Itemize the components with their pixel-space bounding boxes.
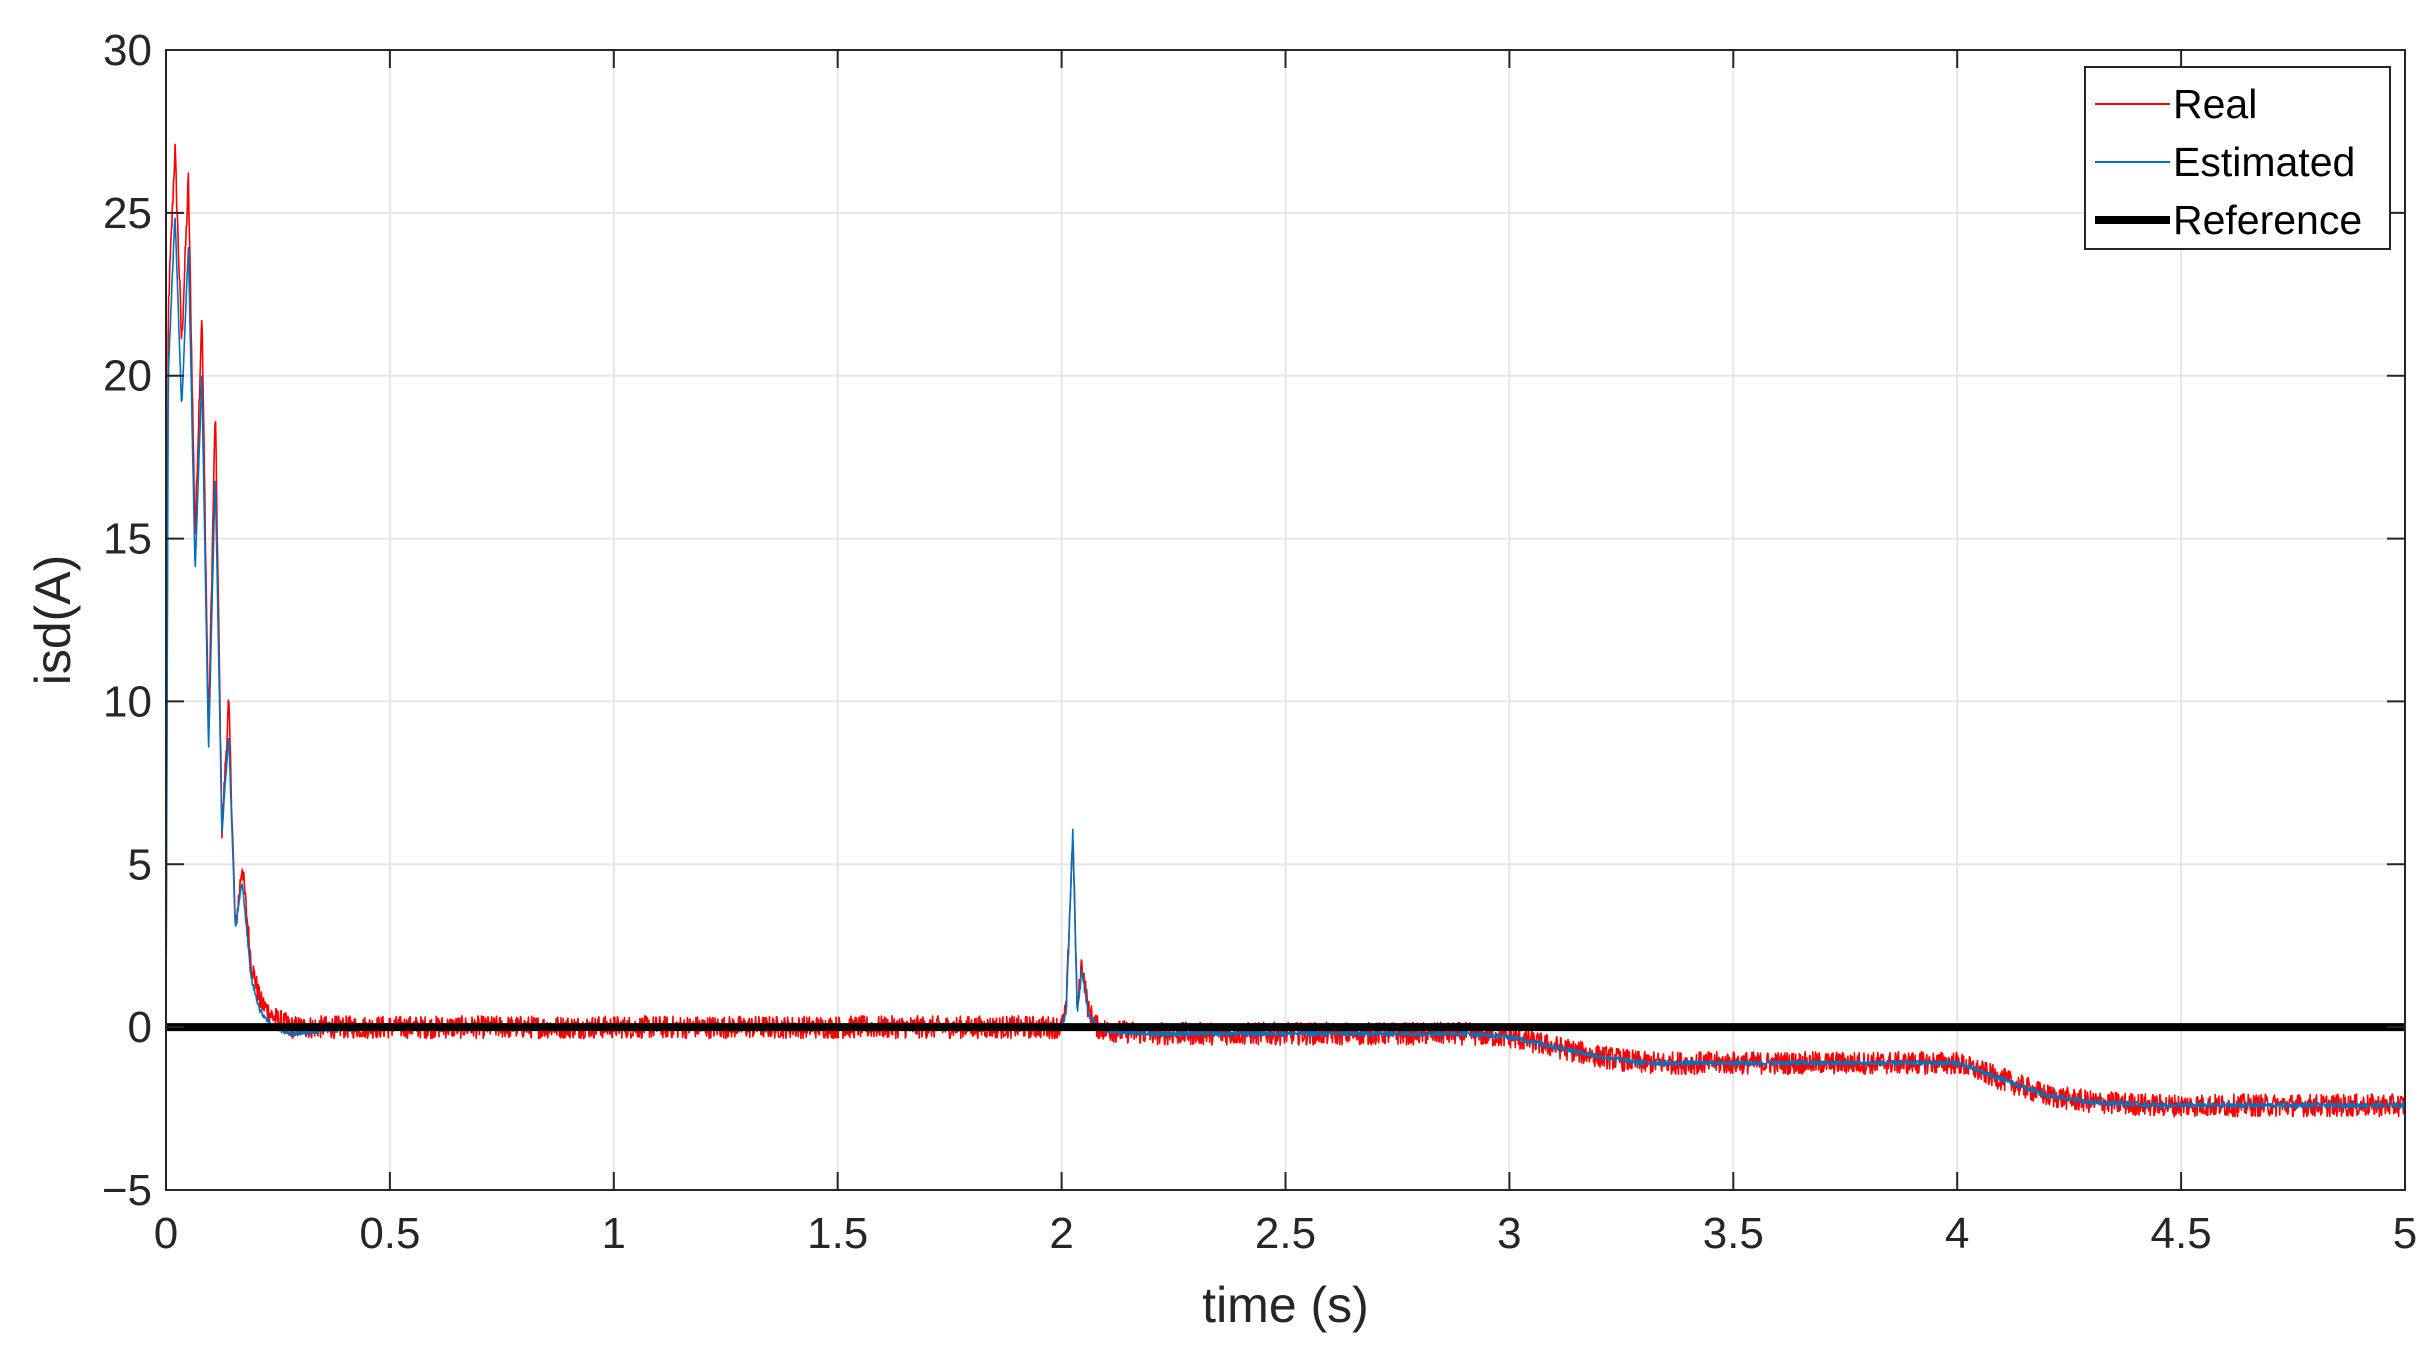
legend-label-estimated: Estimated: [2173, 139, 2355, 185]
y-tick-label: 30: [103, 26, 152, 75]
x-tick-label: 4.5: [2151, 1209, 2212, 1258]
x-tick-label: 4: [1945, 1209, 1969, 1258]
ticks: [165, 49, 2406, 1191]
x-tick-label: 3.5: [1703, 1209, 1764, 1258]
x-tick-label: 5: [2393, 1209, 2417, 1258]
y-tick-label: −5: [102, 1166, 152, 1215]
legend: Real Estimated Reference: [2084, 66, 2391, 250]
y-tick-label: 0: [128, 1003, 152, 1052]
x-tick-label: 1.5: [807, 1209, 868, 1258]
x-axis-label: time (s): [1202, 1277, 1369, 1333]
x-tick-label: 0.5: [359, 1209, 420, 1258]
series-layer: [166, 143, 2405, 1118]
y-tick-label: 15: [103, 515, 152, 564]
y-axis-label: isd(A): [25, 555, 81, 686]
x-tick-label: 2: [1049, 1209, 1073, 1258]
y-tick-label: 20: [103, 352, 152, 401]
x-tick-label: 3: [1497, 1209, 1521, 1258]
x-tick-label: 2.5: [1255, 1209, 1316, 1258]
x-tick-label: 1: [602, 1209, 626, 1258]
y-tick-label: 5: [128, 840, 152, 889]
x-tick-label: 0: [154, 1209, 178, 1258]
y-tick-label: 10: [103, 677, 152, 726]
y-tick-label: 25: [103, 189, 152, 238]
legend-label-reference: Reference: [2173, 197, 2362, 243]
legend-label-real: Real: [2173, 81, 2257, 127]
